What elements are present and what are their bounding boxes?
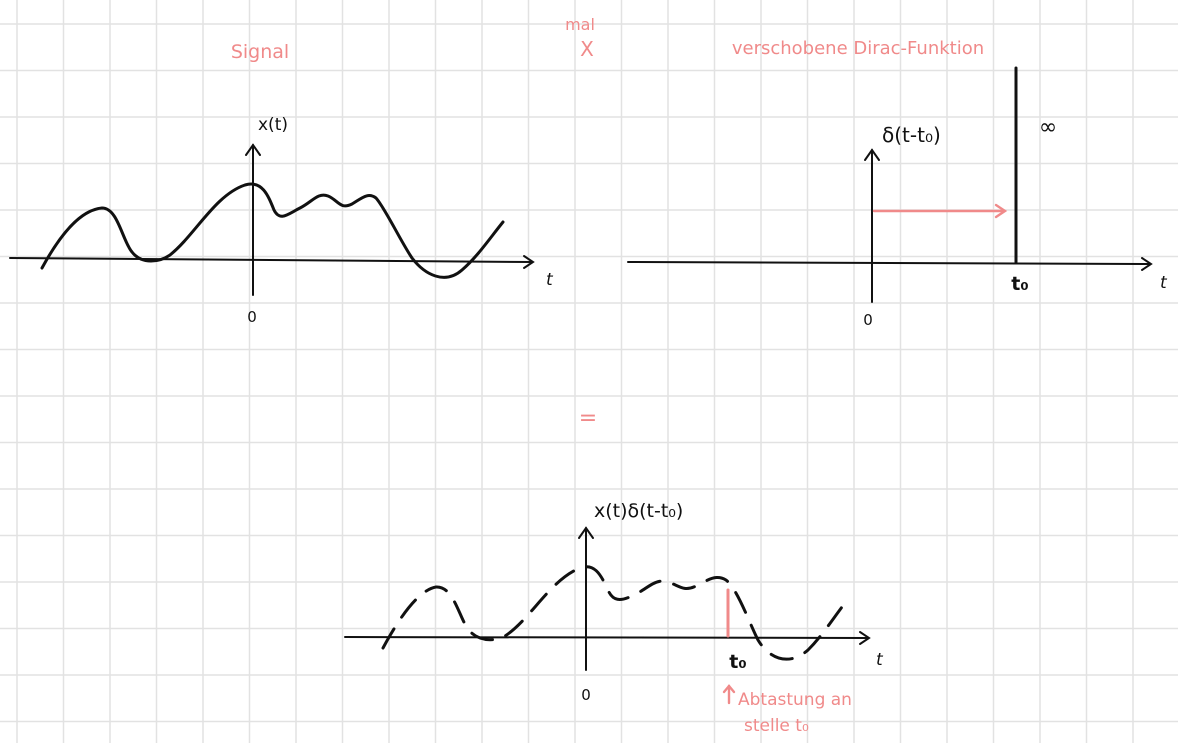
product-xlabel: t: [876, 650, 884, 670]
panel-product: x(t)δ(t-t₀) t 0 t₀ Abtastung an stelle t…: [344, 500, 884, 736]
dirac-title: verschobene Dirac-Funktion: [732, 38, 984, 59]
dirac-y-arrowhead: [864, 148, 880, 161]
dirac-ylabel: δ(t-t₀): [882, 123, 941, 147]
signal-ylabel: x(t): [258, 115, 288, 135]
annotation-arrowhead: [722, 684, 736, 694]
product-t-axis: [344, 636, 869, 639]
signal-xlabel: t: [546, 270, 554, 290]
product-y-arrowhead: [578, 526, 594, 539]
signal-origin-label: 0: [247, 308, 257, 326]
annotation-line1: Abtastung an: [738, 690, 852, 710]
product-ylabel: x(t)δ(t-t₀): [594, 500, 683, 522]
product-dashed-signal: [381, 565, 847, 661]
annotation-line2: stelle t₀: [744, 716, 809, 736]
dirac-xlabel: t: [1160, 273, 1168, 293]
signal-x-arrowhead: [245, 143, 261, 156]
signal-t-arrowhead: [523, 255, 535, 269]
product-t-arrowhead: [859, 631, 871, 645]
equals-sign: =: [579, 406, 597, 431]
signal-curve: [40, 182, 505, 279]
multiply-sign: mal X: [565, 15, 595, 61]
dirac-t-axis: [627, 261, 1151, 265]
product-origin-label: 0: [581, 686, 591, 704]
dirac-t-arrowhead: [1141, 257, 1153, 271]
product-shift-label: t₀: [729, 651, 746, 673]
panel-signal: Signal x(t) t 0: [9, 41, 554, 326]
signal-title: Signal: [231, 41, 289, 63]
dirac-shift-label: t₀: [1011, 273, 1028, 295]
signal-t-axis: [9, 257, 533, 263]
dirac-origin-label: 0: [863, 311, 873, 329]
multiply-symbol: X: [580, 37, 594, 61]
shift-arrowhead: [994, 203, 1008, 219]
panel-dirac: verschobene Dirac-Funktion δ(t-t₀) t 0 ∞…: [627, 38, 1168, 329]
dirac-infinity-label: ∞: [1039, 115, 1057, 140]
multiply-word: mal: [565, 15, 595, 34]
